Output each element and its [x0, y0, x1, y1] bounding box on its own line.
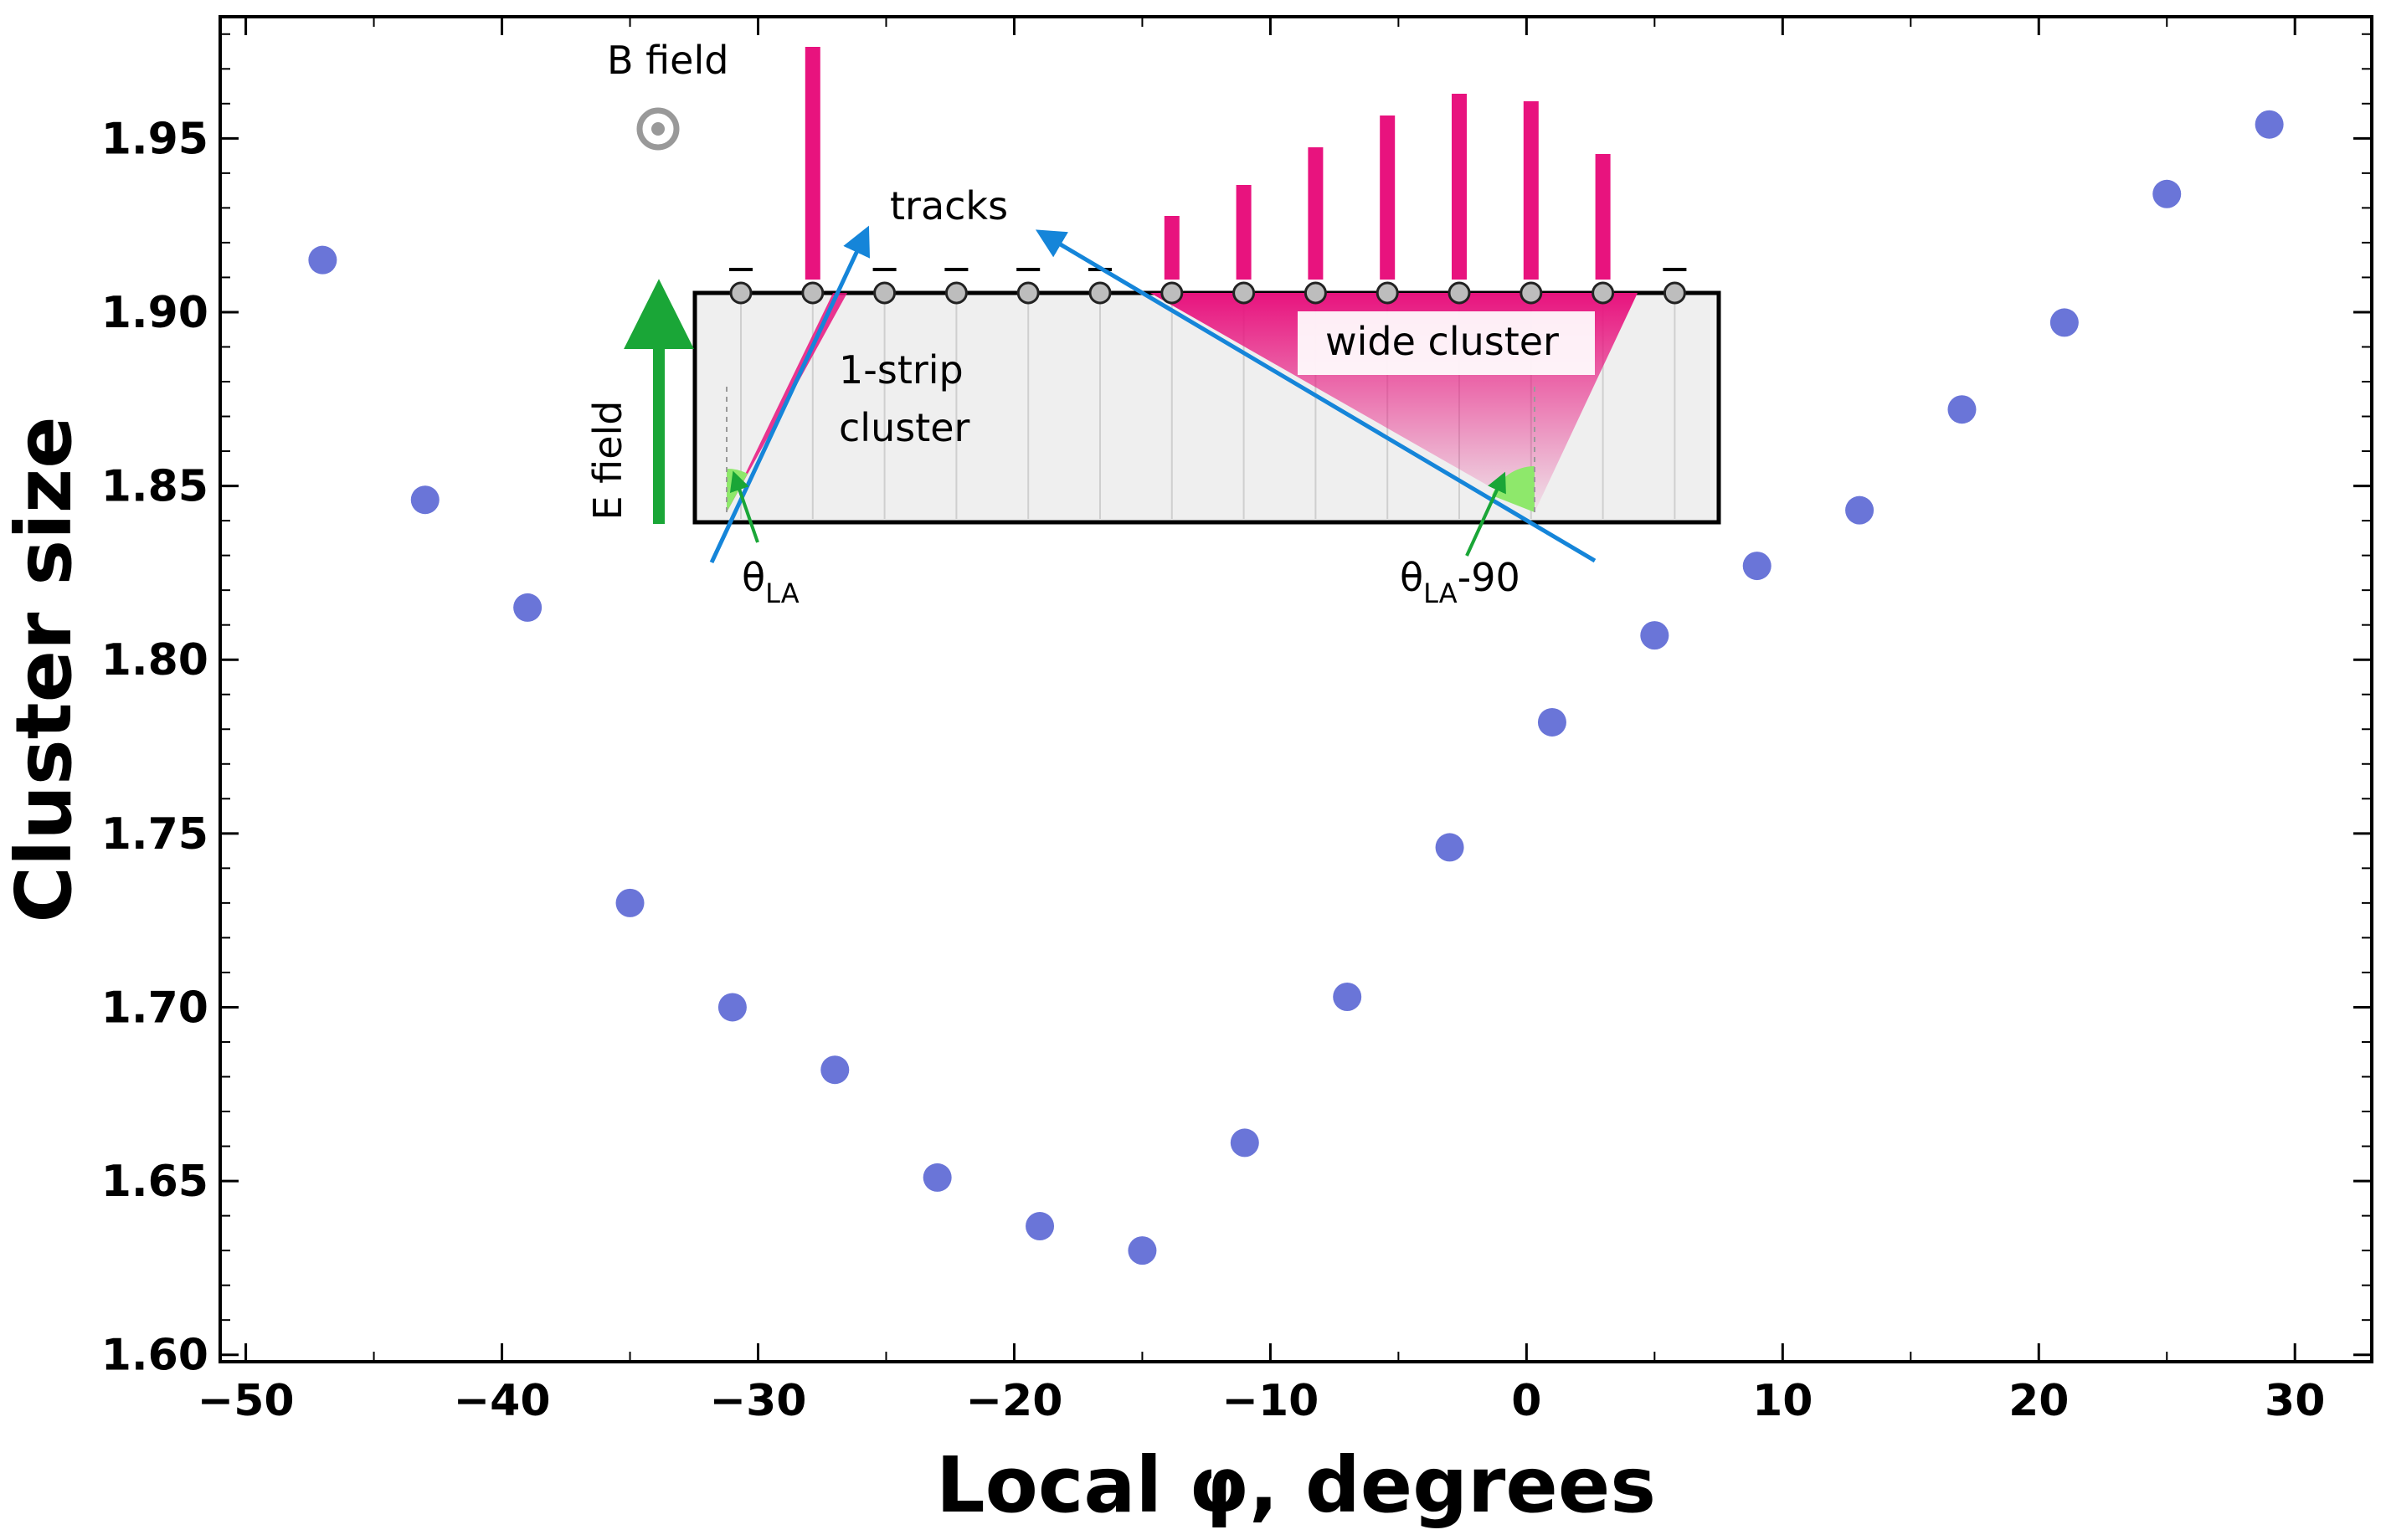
strip-electrode [873, 281, 897, 305]
theta-la-minus-90-angle-wedge [1492, 466, 1535, 512]
lorentz-angle-inset: E field B field tracks 1-strip cluster w… [585, 38, 1721, 609]
b-field-label: B field [607, 38, 728, 83]
e-field-label: E field [585, 401, 630, 521]
wide-cluster-label-box [1298, 311, 1595, 375]
data-point [717, 993, 747, 1022]
strip-electrode [1088, 281, 1112, 305]
y-tick-label: 1.85 [101, 462, 208, 512]
strip-electrode [1376, 281, 1399, 305]
strip-electrode [801, 281, 825, 305]
wide-cluster-label: wide cluster [1325, 319, 1559, 364]
x-tick-label: −40 [454, 1376, 551, 1426]
x-tick-label: −50 [198, 1376, 295, 1426]
data-point [1845, 495, 1874, 525]
theta-la-pointer [729, 470, 759, 543]
data-point [1435, 833, 1464, 862]
x-tick-label: 20 [2008, 1376, 2069, 1426]
theta-la-minus-90-label: θLA-90 [1400, 555, 1520, 609]
data-point [1947, 395, 1977, 424]
data-point [1230, 1128, 1259, 1158]
data-point [1640, 621, 1669, 650]
axis-tick-labels: −50 −40 −30 −20 −10 0 10 20 30 1.60 1.65 1.70 1.75 1.… [101, 114, 2326, 1426]
strip-electrode [944, 281, 968, 305]
strip-charge-bars [805, 47, 1611, 280]
strip-charge-bar [1452, 94, 1467, 280]
x-axis-title: Local φ, degrees [936, 1440, 1656, 1530]
data-point [1537, 707, 1566, 737]
data-point [820, 1055, 850, 1085]
strip-charge-bar [1164, 216, 1180, 280]
data-point [2152, 179, 2182, 208]
data-point [410, 485, 440, 515]
plot-frame [219, 15, 2373, 1363]
data-point [1026, 1212, 1055, 1241]
axis-ticks [220, 17, 2372, 1362]
tracks-label: tracks [890, 183, 1008, 228]
strip-electrode [1016, 281, 1040, 305]
strip-electrode [1663, 281, 1686, 305]
x-tick-label: 0 [1511, 1376, 1541, 1426]
strip-electrode [1520, 281, 1543, 305]
theta-la-minus-90-pointer [1465, 471, 1506, 557]
strip-electrode [1448, 281, 1471, 305]
strip-electrode [1592, 281, 1615, 305]
y-axis-title: Cluster size [0, 416, 89, 922]
strip-electrode [1304, 281, 1327, 305]
x-tick-label: −20 [965, 1376, 1062, 1426]
y-tick-label: 1.70 [101, 983, 208, 1033]
strip-charge-bar [805, 47, 820, 280]
y-tick-label: 1.65 [101, 1157, 208, 1207]
data-point [1333, 982, 1362, 1011]
strip-charge-bar [1380, 116, 1396, 280]
data-point [2049, 308, 2079, 337]
strip-electrode [1232, 281, 1256, 305]
strip-charge-bar [1595, 154, 1611, 280]
data-point [615, 888, 645, 917]
strip-charge-bar [1236, 185, 1252, 280]
strip-charge-bar [1523, 101, 1539, 280]
x-tick-label: −30 [710, 1376, 807, 1426]
y-tick-label: 1.80 [101, 635, 208, 685]
strip-readout-electrodes [729, 281, 1686, 305]
track-line-inclined [1035, 229, 1597, 563]
data-point [1128, 1236, 1157, 1265]
y-tick-label: 1.95 [101, 114, 208, 164]
x-tick-label: 30 [2265, 1376, 2325, 1426]
data-point [308, 245, 337, 275]
x-tick-label: 10 [1752, 1376, 1813, 1426]
data-point [1742, 552, 1772, 581]
y-tick-label: 1.60 [101, 1331, 208, 1381]
one-strip-cluster-label-line1: 1-strip [839, 347, 964, 393]
b-field-out-of-page-icon [636, 107, 680, 151]
one-strip-cluster-label-line2: cluster [839, 405, 970, 450]
data-point [923, 1163, 952, 1192]
strip-electrode [1160, 281, 1184, 305]
track-line-steep [709, 225, 871, 564]
data-point [2255, 110, 2284, 139]
data-points [308, 110, 2284, 1265]
x-tick-label: −10 [1221, 1376, 1319, 1426]
strip-charge-bar [1308, 147, 1324, 280]
data-point [513, 593, 543, 622]
theta-la-label: θLA [742, 555, 800, 609]
y-tick-label: 1.90 [101, 288, 208, 338]
strip-electrode [729, 281, 753, 305]
y-tick-label: 1.75 [101, 809, 208, 860]
